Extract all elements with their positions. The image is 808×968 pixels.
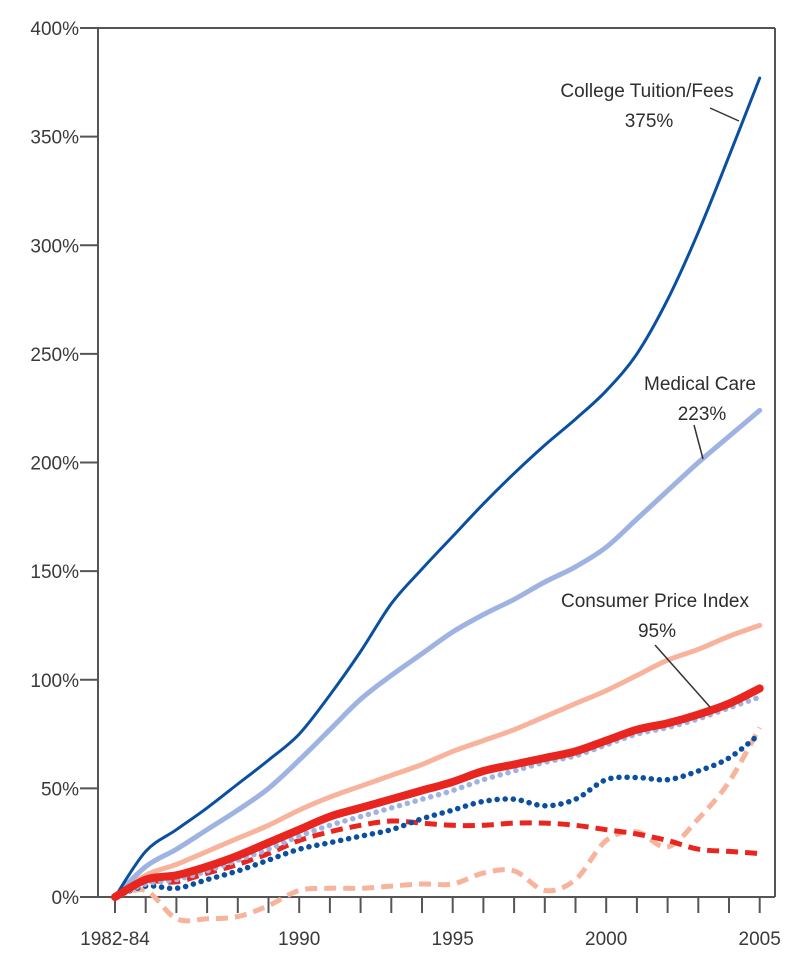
- series-line-medical-care: [112, 407, 763, 900]
- series-line-consumer-price-index: [111, 684, 764, 901]
- axes: 0% 50% 100% 150% 200% 250% 300% 350% 400% 1982-84…: [30, 19, 780, 950]
- series-layer: [111, 76, 764, 924]
- x-tick-label: 2005: [739, 929, 781, 950]
- annotation-leader-college-tuition: [709, 107, 740, 122]
- series-line-dark-blue-dotted-series: [112, 731, 763, 900]
- annotation-label-medical-care: Medical Care: [644, 374, 756, 395]
- annotation-value-cpi: 95%: [638, 621, 676, 642]
- annotation-leader-cpi: [654, 644, 711, 708]
- x-tick-label: 2000: [585, 929, 627, 950]
- series-line-peach-dashed-series: [114, 726, 762, 924]
- x-tick-label: 1990: [278, 929, 320, 950]
- annotation-value-medical-care: 223%: [678, 404, 727, 425]
- series-line-peach-solid-series: [112, 622, 763, 900]
- y-tick-label: 50%: [41, 779, 79, 800]
- x-tick-label: 1995: [432, 929, 474, 950]
- y-tick-label: 200%: [30, 454, 79, 475]
- series-line-college-tuition-fees: [113, 76, 762, 899]
- annotation-leader-medical-care: [693, 424, 704, 460]
- y-tick-label: 100%: [30, 671, 79, 692]
- series-line-red-dashed-series: [113, 818, 760, 900]
- annotation-label-college-tuition: College Tuition/Fees: [560, 81, 733, 102]
- y-tick-label: 150%: [30, 562, 79, 583]
- annotation-value-college-tuition: 375%: [625, 111, 674, 132]
- y-tick-label: 300%: [30, 236, 79, 257]
- y-tick-label: 250%: [30, 345, 79, 366]
- y-tick-label: 400%: [30, 19, 79, 40]
- annotation-label-cpi: Consumer Price Index: [561, 591, 749, 612]
- x-tick-label: 1982-84: [80, 929, 150, 950]
- y-tick-label: 0%: [52, 888, 80, 909]
- annotations: College Tuition/Fees 375% Medical Care 2…: [560, 81, 756, 708]
- y-tick-label: 350%: [30, 128, 79, 149]
